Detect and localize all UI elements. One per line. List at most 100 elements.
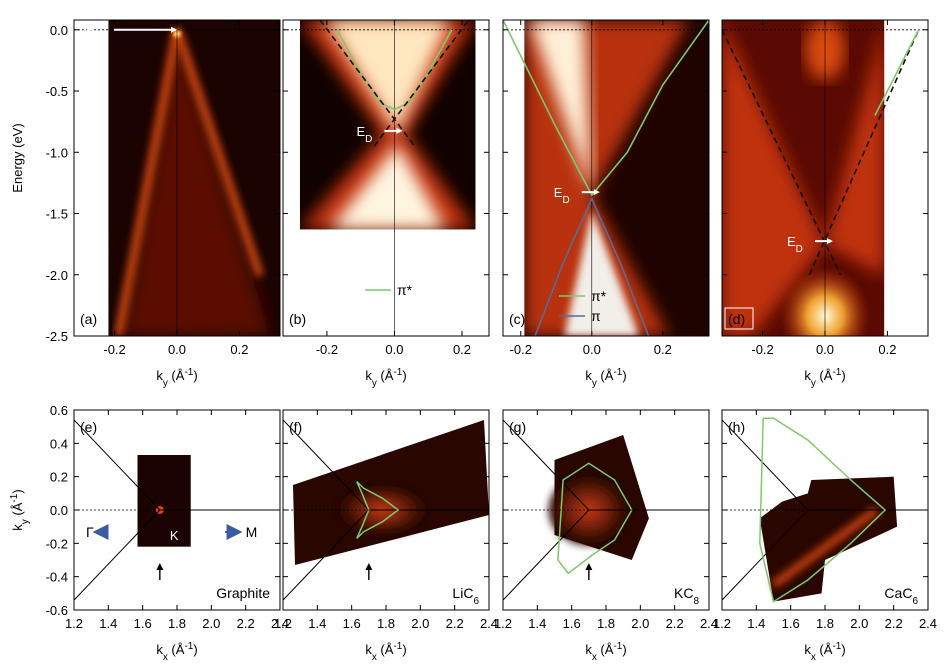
dirac-cone-line-1 xyxy=(319,20,416,147)
x-tick-label: 2.4 xyxy=(700,616,718,631)
dirac-point-arrowhead xyxy=(593,189,600,196)
x-tick-label: 2.0 xyxy=(202,616,220,631)
k-marker-arrowhead xyxy=(585,563,593,570)
panel-b: -0.2 0.0 0.2 (b) ED π* ky (Å-1) xyxy=(282,19,490,389)
y-tick-label: 0.6 xyxy=(50,403,68,418)
panel-label-box xyxy=(724,307,754,330)
map-patch xyxy=(137,455,191,547)
y-tick-label: -0.2 xyxy=(46,536,68,551)
x-axis-label: ky (Å-1) xyxy=(804,367,845,389)
panel-c: -0.2 0.0 0.2 (c) ED π* π ky (Å-1) xyxy=(502,19,710,389)
x-tick-label: 0.0 xyxy=(168,342,186,357)
k-marker-arrowhead xyxy=(365,563,373,570)
dirac-cone-line-2 xyxy=(874,29,920,116)
dirac-point-label: ED xyxy=(554,185,570,206)
y-tick-label: 0.4 xyxy=(50,436,68,451)
x-tick-label: 0.0 xyxy=(583,342,601,357)
x-tick-label: -0.2 xyxy=(751,342,773,357)
panel-label: (d) xyxy=(728,311,745,327)
x-tick-label: 1.8 xyxy=(168,616,186,631)
bz-boundary xyxy=(503,509,590,601)
panel-g: 1.2 1.4 1.6 1.8 2.0 2.2 2.4 (g) KC8 kx (Å-1) xyxy=(494,409,718,663)
x-tick-label: 1.2 xyxy=(274,616,292,631)
band-curves xyxy=(319,20,470,147)
material-label: CaC6 xyxy=(884,585,918,607)
x-tick-label: 2.2 xyxy=(885,616,903,631)
x-tick-label: 2.4 xyxy=(919,616,937,631)
x-tick-label: 1.4 xyxy=(747,616,765,631)
dirac-point-arrowhead xyxy=(827,238,833,245)
band-pi xyxy=(534,196,650,336)
fermi-map xyxy=(503,419,709,601)
y-tick-label: 0.0 xyxy=(50,503,68,518)
x-tick-label: 1.8 xyxy=(377,616,395,631)
y-tick-label: 0.0 xyxy=(50,23,68,38)
m-label: M xyxy=(246,524,258,540)
y-tick-label: -1.5 xyxy=(46,207,68,222)
x-tick-label: 2.2 xyxy=(237,616,255,631)
x-tick-label: 1.8 xyxy=(816,616,834,631)
dirac-point-label: ED xyxy=(356,124,372,145)
dirac-cone-line-1 xyxy=(808,29,920,276)
legend-label: π* xyxy=(397,282,413,298)
x-tick-label: 0.2 xyxy=(453,342,471,357)
fermi-contour xyxy=(356,481,400,539)
x-axis-label: kx (Å-1) xyxy=(804,641,845,663)
x-tick-label: 1.6 xyxy=(782,616,800,631)
arpes-map xyxy=(722,20,885,336)
bz-boundary xyxy=(722,419,809,511)
bz-boundary xyxy=(503,419,590,511)
bz-boundary xyxy=(283,419,370,511)
dirac-point-arrowhead xyxy=(171,26,177,33)
x-tick-label: 0.2 xyxy=(230,342,248,357)
y-tick-label: 0.2 xyxy=(50,470,68,485)
k-label: K xyxy=(170,528,179,543)
band-pi-star xyxy=(503,20,709,197)
bz-boundary xyxy=(74,509,161,601)
x-tick-label: 0.0 xyxy=(385,342,403,357)
dirac-cone-line-0 xyxy=(722,29,842,276)
x-tick-label: 0.2 xyxy=(878,342,896,357)
y-tick-label: -0.5 xyxy=(46,84,68,99)
dirac-cone-line-2 xyxy=(373,20,470,147)
x-tick-label: 2.2 xyxy=(666,616,684,631)
gamma-label: Γ xyxy=(86,524,94,540)
x-tick-label: 1.6 xyxy=(343,616,361,631)
plot-frame xyxy=(502,19,710,337)
panel-label: (f) xyxy=(289,419,302,435)
x-tick-label: 1.4 xyxy=(308,616,326,631)
x-tick-label: 1.4 xyxy=(99,616,117,631)
panel-label: (a) xyxy=(80,311,97,327)
y-axis-label-bottom: ky (Å-1) xyxy=(9,489,31,530)
material-label: KC8 xyxy=(674,585,699,607)
x-tick-label: 1.8 xyxy=(597,616,615,631)
x-tick-label: -0.2 xyxy=(103,342,125,357)
x-tick-label: 1.2 xyxy=(65,616,83,631)
arpes-map xyxy=(299,20,476,230)
x-tick-label: 1.4 xyxy=(528,616,546,631)
x-tick-label: 2.0 xyxy=(631,616,649,631)
x-tick-label: 2.4 xyxy=(271,616,289,631)
panel-f: 1.2 1.4 1.6 1.8 2.0 2.2 2.4 (f) LiC6 kx (Å-1) xyxy=(274,409,498,663)
dirac-point-label: ED xyxy=(787,234,803,255)
x-tick-label: 0.2 xyxy=(654,342,672,357)
fermi-contour xyxy=(759,417,887,603)
y-tick-label: -0.4 xyxy=(46,570,68,585)
x-tick-label: 1.6 xyxy=(134,616,152,631)
dirac-point-arrowhead xyxy=(396,127,403,134)
x-tick-label: -0.2 xyxy=(316,342,338,357)
panel-e: 1.2 1.4 1.6 1.8 2.0 2.2 2.4 0.6 0.4 0.2 0.0 -0.2 -0.… xyxy=(46,403,289,663)
bz-boundary xyxy=(74,419,161,511)
fermi-map xyxy=(722,417,928,603)
y-tick-label: -1.0 xyxy=(46,145,68,160)
y-tick-label: -2.0 xyxy=(46,268,68,283)
bz-boundary xyxy=(283,509,370,601)
x-axis-label: ky (Å-1) xyxy=(156,367,197,389)
y-axis-label-top: Energy (eV) xyxy=(10,123,25,192)
x-tick-label: 2.2 xyxy=(446,616,464,631)
x-tick-label: -0.2 xyxy=(510,342,532,357)
panel-h: 1.2 1.4 1.6 1.8 2.0 2.2 2.4 (h) CaC6 kx (Å-1) xyxy=(713,409,937,663)
bz-boundary xyxy=(722,509,809,601)
panel-a: -0.2 0.0 0.2 0.0 -0.5 -1.0 -1.5 -2.0 -2.5 (a) ED ky… xyxy=(46,19,281,389)
